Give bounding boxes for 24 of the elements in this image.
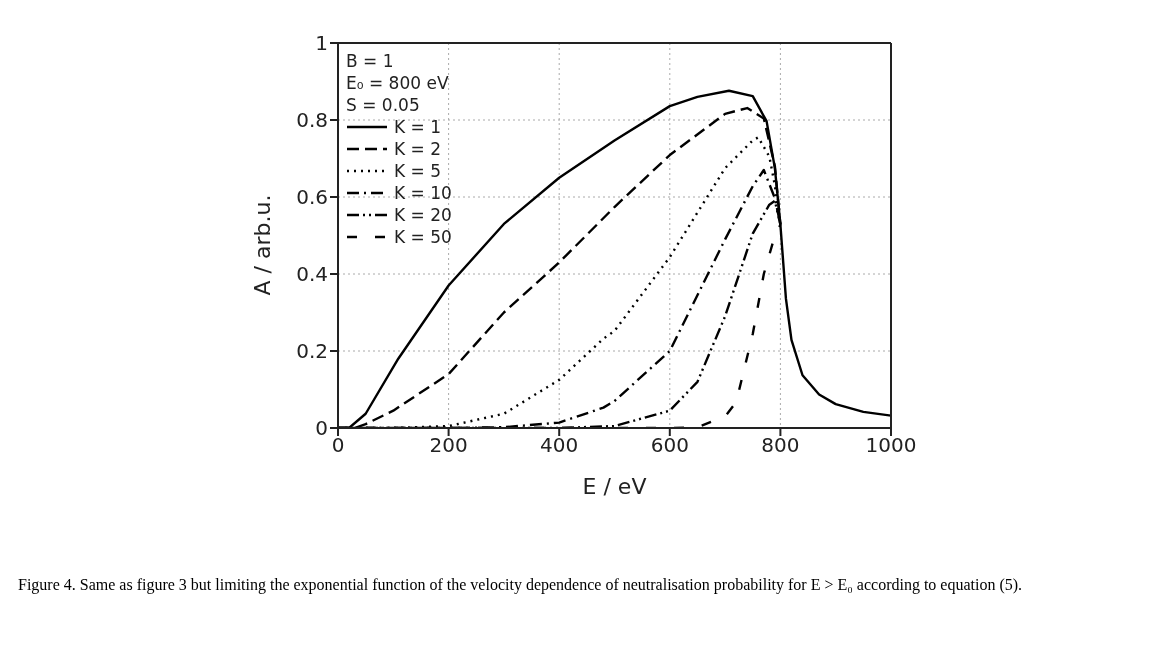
x-axis-title: E / eV: [582, 474, 647, 499]
legend-label: K = 5: [394, 160, 442, 182]
y-tick-label: 0.2: [296, 339, 328, 364]
x-tick-label: 200: [429, 433, 468, 458]
caption: Figure 4. Same as figure 3 but limiting the exponential function of the velocity dependence of neutralisation probability for E > E₀ according to equation (5).: [18, 576, 1024, 594]
annotation: E₀ = 800 eV: [346, 72, 450, 94]
x-tick-label: 0: [331, 433, 345, 458]
annotation: B = 1: [346, 50, 395, 72]
y-tick-label: 0.8: [296, 108, 328, 133]
legend-label: K = 2: [394, 138, 442, 160]
y-axis-title: A / arb.u.: [249, 194, 275, 296]
legend-label: K = 20: [394, 204, 452, 226]
y-tick-label: 1: [315, 31, 328, 56]
legend-label: K = 1: [394, 116, 442, 138]
legend-label: K = 10: [394, 182, 452, 204]
y-tick-label: 0: [315, 416, 328, 441]
y-tick-label: 0.4: [296, 262, 328, 287]
annotation: S = 0.05: [346, 94, 421, 116]
x-tick-label: 800: [761, 433, 800, 458]
x-tick-label: 1000: [865, 433, 917, 458]
y-tick-label: 0.6: [296, 185, 328, 210]
x-tick-label: 400: [540, 433, 579, 458]
legend-label: K = 50: [394, 226, 452, 248]
x-tick-label: 600: [650, 433, 689, 458]
